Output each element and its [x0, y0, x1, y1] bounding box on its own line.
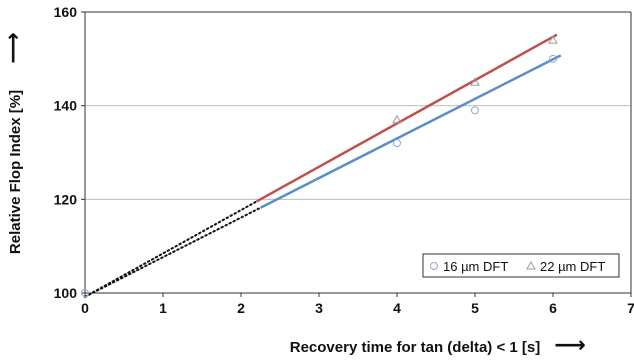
y-tick-label-0: 100 [54, 285, 78, 301]
legend-label-series-1: 16 µm DFT [443, 259, 508, 274]
legend-box [422, 253, 620, 278]
axes-layer [84, 11, 632, 294]
legend: 16 µm DFT 22 µm DFT [422, 253, 620, 278]
x-tick-label-0: 0 [81, 300, 89, 316]
x-axis-arrow-icon: ⟶ [554, 332, 586, 357]
series-1-point-3 [549, 54, 557, 63]
series-2-fit-line [255, 33, 558, 203]
x-tick-label-6: 6 [549, 300, 557, 316]
x-tick-label-1: 1 [159, 300, 167, 316]
series-1-point-0 [81, 289, 89, 297]
series-1-fit-dotted [84, 206, 262, 298]
y-tick-label-3: 160 [54, 4, 78, 20]
x-tick-label-2: 2 [237, 300, 245, 316]
series-1-point-1 [393, 139, 401, 148]
y-tick-label-2: 140 [54, 98, 78, 114]
series-2-fit-dotted [84, 200, 258, 298]
series-2-point-1 [470, 77, 480, 86]
x-axis-title: Recovery time for tan (delta) < 1 [s] [290, 339, 541, 356]
legend-marker-triangle-icon [526, 260, 536, 270]
y-tick-label-1: 120 [54, 191, 78, 207]
fit-layer [84, 33, 562, 298]
series-1-fit-line [259, 54, 562, 209]
legend-label-series-2: 22 µm DFT [540, 259, 605, 274]
series-2-point-0 [392, 114, 402, 124]
y-axis-arrow-icon: ⟶ [0, 32, 25, 64]
series-2-point-2 [548, 35, 558, 44]
y-axis-title: Relative Flop Index [%] [7, 90, 24, 254]
x-tick-label-3: 3 [315, 300, 323, 316]
points-layer [81, 35, 558, 297]
ticks-layer: 0 1 2 3 4 5 6 7 100 120 140 160 [54, 4, 634, 316]
x-tick-label-7: 7 [627, 300, 634, 316]
legend-marker-circle-icon [430, 262, 438, 270]
x-tick-label-5: 5 [471, 300, 479, 316]
series-1-point-2 [471, 106, 479, 115]
x-tick-label-4: 4 [393, 300, 401, 316]
